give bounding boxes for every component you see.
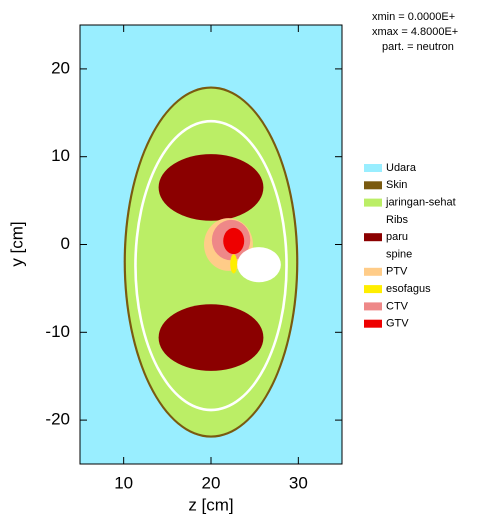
y-tick-label: 10: [51, 146, 70, 165]
legend-swatch: [364, 233, 382, 241]
legend-label: paru: [386, 231, 408, 243]
legend-swatch: [364, 216, 382, 224]
x-tick-label: 30: [289, 473, 308, 492]
region: [159, 304, 264, 371]
legend-label: esofagus: [386, 283, 431, 295]
legend-label: GTV: [386, 318, 409, 330]
y-tick-label: 20: [51, 58, 70, 77]
info-line: part. = neutron: [382, 41, 454, 53]
legend-swatch: [364, 164, 382, 172]
info-line: xmax = 4.8000E+: [372, 26, 458, 38]
y-tick-label: -10: [45, 322, 70, 341]
chart: xmin = 0.0000E+ xmax = 4.8000E+ part. = …: [0, 0, 483, 517]
legend-swatch: [364, 251, 382, 259]
legend-label: Udara: [386, 162, 417, 174]
legend-swatch: [364, 268, 382, 276]
region: [159, 154, 264, 221]
x-tick-label: 10: [114, 473, 133, 492]
region: [237, 247, 281, 282]
legend-swatch: [364, 320, 382, 328]
legend-label: Ribs: [386, 214, 409, 226]
y-axis-label: y [cm]: [7, 221, 26, 266]
y-tick-label: -20: [45, 410, 70, 429]
region: [223, 228, 244, 254]
legend-swatch: [364, 302, 382, 310]
legend-label: CTV: [386, 300, 409, 312]
x-axis-label: z [cm]: [188, 495, 233, 514]
legend-label: jaringan-sehat: [385, 197, 456, 209]
legend-label: PTV: [386, 266, 408, 278]
info-line: xmin = 0.0000E+: [372, 11, 455, 23]
region: [230, 254, 237, 273]
y-tick-label: 0: [61, 234, 70, 253]
x-tick-label: 20: [202, 473, 221, 492]
legend-swatch: [364, 181, 382, 189]
legend-swatch: [364, 199, 382, 207]
legend-label: Skin: [386, 179, 407, 191]
legend-label: spine: [386, 248, 412, 260]
legend-swatch: [364, 285, 382, 293]
